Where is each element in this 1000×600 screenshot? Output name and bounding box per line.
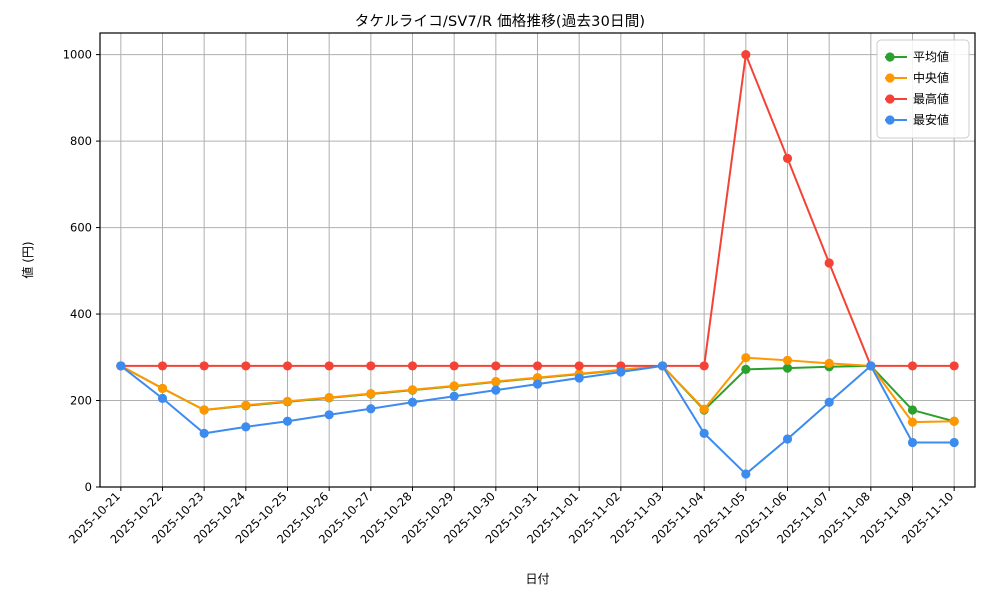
data-point	[241, 361, 251, 371]
data-point	[699, 361, 709, 371]
data-point	[824, 397, 834, 407]
data-point	[449, 391, 459, 401]
data-point	[574, 373, 584, 383]
legend-marker	[885, 115, 895, 125]
legend-background	[876, 39, 970, 139]
ytick-label: 800	[70, 134, 92, 148]
data-point	[657, 361, 668, 371]
data-point	[324, 361, 334, 371]
data-point	[449, 381, 459, 391]
data-point	[366, 389, 376, 399]
data-point	[616, 367, 626, 377]
data-point	[866, 361, 876, 371]
data-point	[199, 405, 209, 415]
data-point	[282, 361, 293, 371]
data-point	[199, 428, 209, 438]
data-point	[449, 361, 459, 371]
data-point	[407, 397, 418, 407]
data-point	[782, 153, 793, 163]
data-point	[241, 400, 251, 410]
data-point	[907, 417, 918, 427]
axis-titles: 日付 値 (円)	[20, 241, 550, 586]
data-point	[366, 404, 376, 414]
data-point	[907, 361, 918, 371]
y-axis-title: 値 (円)	[20, 241, 35, 278]
data-point	[241, 422, 251, 432]
data-point	[532, 361, 543, 371]
tick-labels: 020040060080010002025-10-212025-10-22202…	[63, 48, 957, 547]
data-point	[949, 437, 959, 448]
data-point	[741, 50, 751, 60]
data-point	[824, 358, 834, 368]
data-point	[741, 364, 751, 374]
x-axis-title: 日付	[525, 572, 549, 586]
gridlines	[100, 33, 975, 488]
data-point	[949, 416, 959, 426]
data-point	[407, 361, 418, 371]
ytick-label: 400	[70, 307, 92, 321]
data-point	[157, 393, 168, 403]
data-point	[907, 437, 918, 448]
chart-title: タケルライコ/SV7/R 価格推移(過去30日間)	[354, 14, 646, 30]
data-series-group	[116, 50, 959, 479]
data-point	[741, 353, 751, 363]
legend-label[interactable]: 平均値	[913, 49, 949, 64]
data-point	[491, 361, 501, 371]
data-point	[574, 361, 584, 371]
data-point	[782, 363, 793, 373]
data-point	[199, 361, 209, 371]
ytick-label: 0	[85, 480, 92, 494]
ytick-label: 1000	[63, 48, 92, 62]
data-point	[407, 385, 418, 395]
data-point	[532, 373, 543, 383]
ytick-label: 200	[70, 394, 92, 408]
legend-marker	[885, 52, 895, 62]
data-point	[324, 392, 334, 403]
data-point	[949, 361, 959, 371]
data-point	[782, 434, 793, 444]
data-point	[491, 385, 501, 395]
data-point	[532, 379, 543, 389]
legend-marker	[885, 73, 895, 83]
ytick-label: 600	[70, 221, 92, 235]
data-point	[324, 410, 334, 420]
data-point	[157, 361, 168, 371]
legend-label[interactable]: 最安値	[913, 112, 949, 127]
legend-marker	[885, 94, 895, 104]
data-point	[116, 361, 126, 371]
data-point	[824, 258, 834, 268]
legend-label[interactable]: 中央値	[913, 70, 949, 85]
data-point	[699, 404, 709, 414]
data-point	[491, 376, 501, 387]
data-point	[699, 428, 709, 438]
data-point	[157, 383, 168, 394]
data-point	[782, 355, 793, 365]
data-point	[741, 469, 751, 479]
legend-label[interactable]: 最高値	[913, 91, 949, 106]
data-point	[366, 361, 376, 371]
data-point	[282, 416, 293, 426]
data-point	[282, 396, 293, 406]
data-point	[907, 405, 918, 415]
